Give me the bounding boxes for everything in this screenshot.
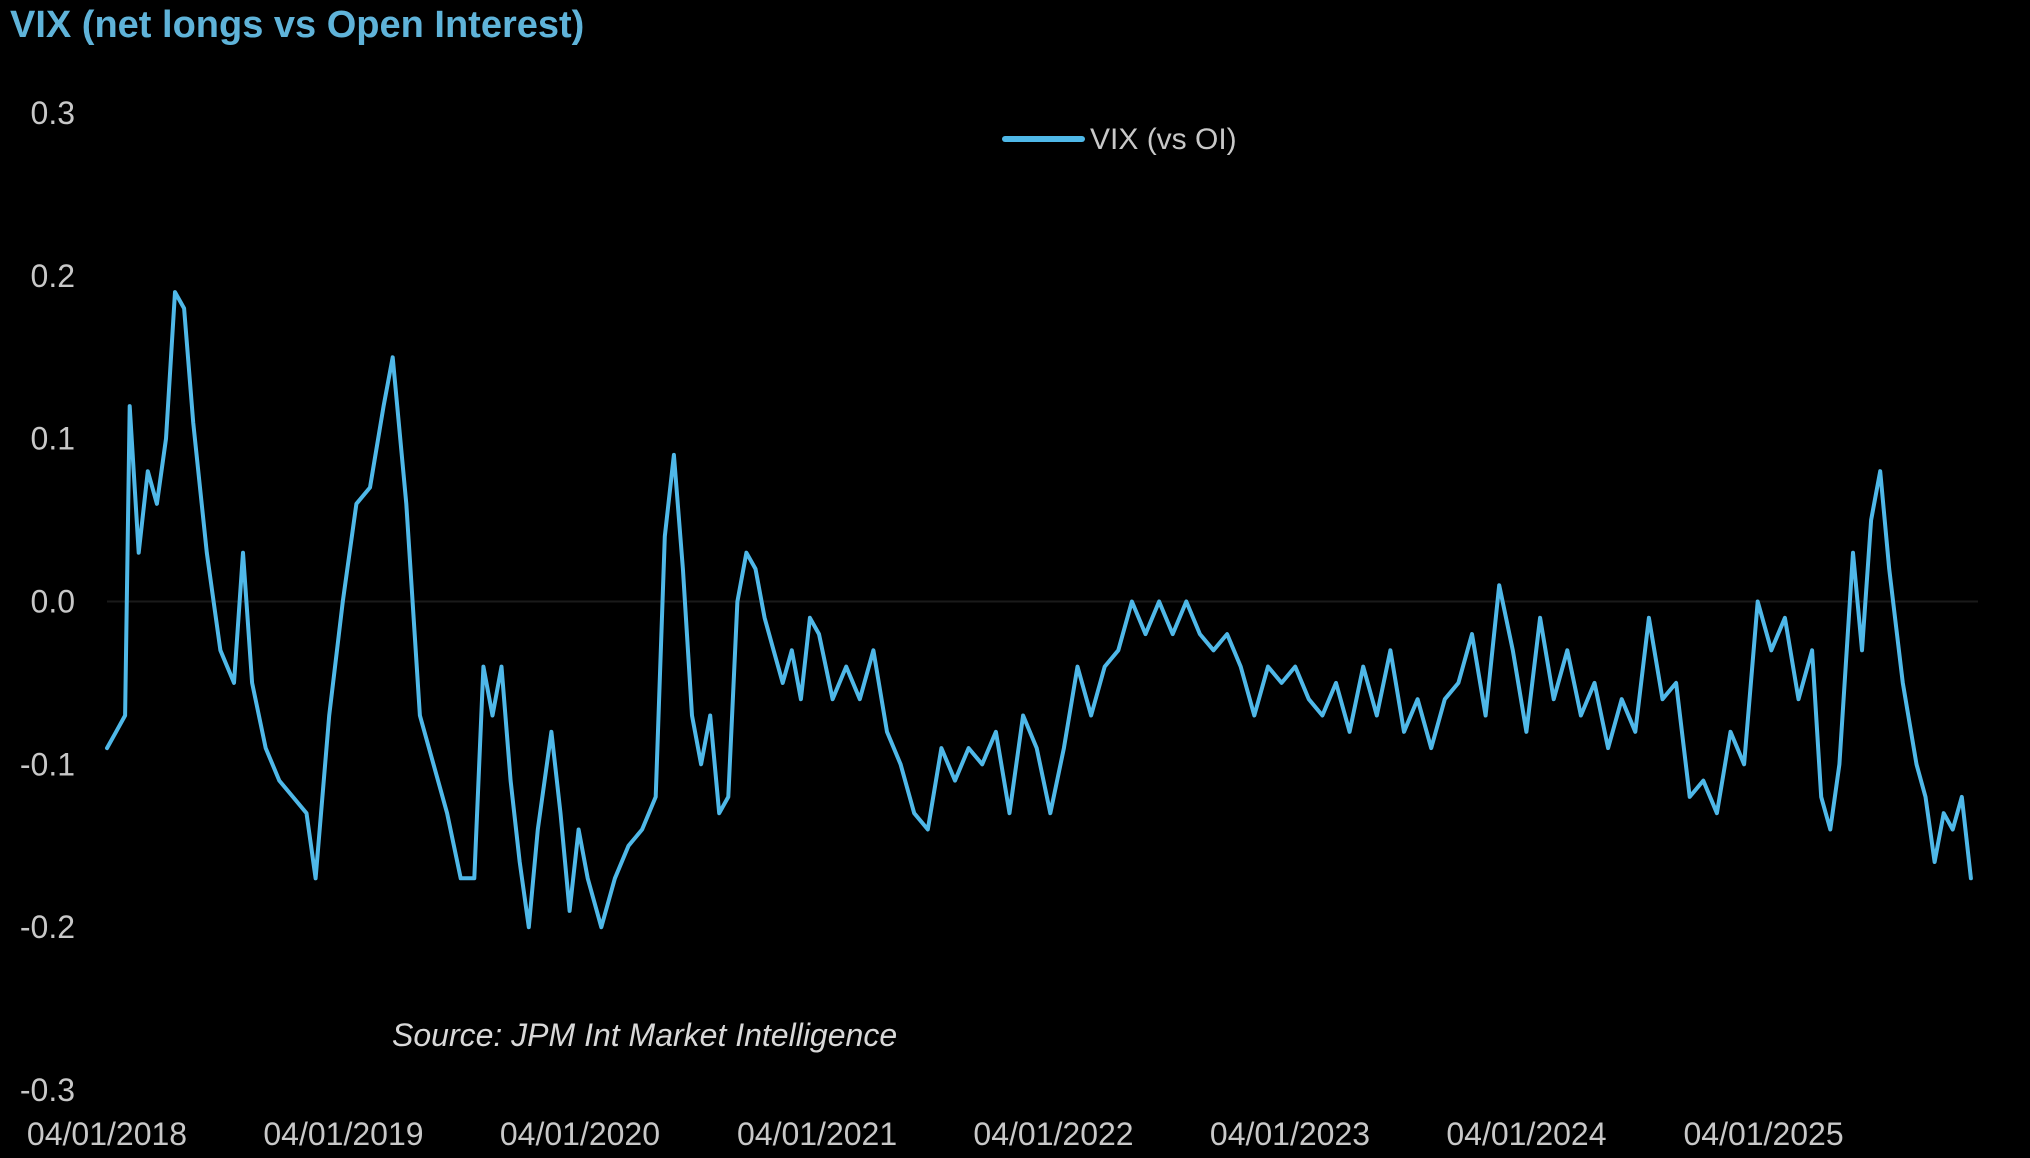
series-layer — [105, 290, 1973, 930]
y-tick-label: 0.1 — [31, 421, 75, 457]
x-tick-label: 04/01/2019 — [263, 1116, 423, 1152]
y-tick-label: -0.1 — [20, 746, 75, 782]
x-tick-label: 04/01/2023 — [1210, 1116, 1370, 1152]
x-tick-label: 04/01/2021 — [737, 1116, 897, 1152]
legend: VIX (vs OI) — [1002, 123, 1237, 156]
y-tick-label: 0.0 — [31, 584, 75, 620]
chart-title: VIX (net longs vs Open Interest) — [10, 4, 585, 46]
y-tick-label: 0.2 — [31, 258, 75, 294]
y-axis-ticks: 0.3 0.2 0.1 0.0 -0.1 -0.2 -0.3 — [20, 95, 75, 1108]
x-tick-label: 04/01/2018 — [27, 1116, 187, 1152]
x-tick-label: 04/01/2025 — [1683, 1116, 1843, 1152]
y-tick-label: -0.3 — [20, 1072, 75, 1108]
series-line-vix-vs-oi — [105, 290, 1973, 930]
y-tick-label: 0.3 — [31, 95, 75, 131]
x-tick-label: 04/01/2024 — [1446, 1116, 1606, 1152]
x-axis-ticks: 04/01/2018 04/01/2019 04/01/2020 04/01/2021… — [27, 1116, 1844, 1152]
y-tick-label: -0.2 — [20, 909, 75, 945]
source-annotation: Source: JPM Int Market Intelligence — [392, 1017, 897, 1053]
x-tick-label: 04/01/2020 — [500, 1116, 660, 1152]
x-tick-label: 04/01/2022 — [973, 1116, 1133, 1152]
legend-label: VIX (vs OI) — [1090, 123, 1237, 156]
